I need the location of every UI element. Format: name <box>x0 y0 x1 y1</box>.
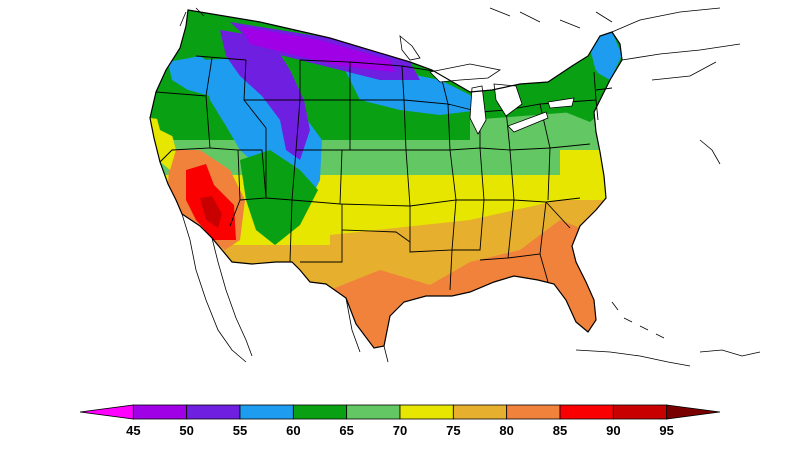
legend-swatch <box>399 404 454 420</box>
mexico-coastline <box>345 297 389 363</box>
legend-tick-label: 75 <box>446 423 460 438</box>
color-legend: 45 50 55 60 65 70 75 80 85 90 95 <box>79 404 721 438</box>
legend-swatch <box>186 404 241 420</box>
us-temperature-map <box>149 7 761 367</box>
legend-tick-label: 60 <box>286 423 300 438</box>
legend-tick-label: 55 <box>233 423 247 438</box>
legend-tick-label: 50 <box>179 423 193 438</box>
legend-swatch <box>612 404 668 420</box>
legend-tick-label: 65 <box>339 423 353 438</box>
legend-swatch <box>132 404 188 420</box>
legend-colorbar <box>79 404 721 420</box>
temp-band-60-new-england <box>588 32 622 80</box>
lake-ontario <box>547 97 575 109</box>
legend-tick-label: 95 <box>659 423 673 438</box>
temp-band-50-northern-plains <box>240 26 395 72</box>
legend-tick-labels: 45 50 55 60 65 70 75 80 85 90 95 <box>126 423 674 438</box>
legend-tick-label: 85 <box>553 423 567 438</box>
hispaniola-outline <box>699 349 761 357</box>
state-boundary-lines <box>155 55 613 291</box>
legend-swatch <box>666 404 721 420</box>
legend-swatch <box>239 404 294 420</box>
legend-swatch <box>506 404 561 420</box>
temp-band-55-mountains <box>220 30 310 160</box>
temp-band-95-desert-core <box>200 196 222 228</box>
lake-winnipeg-outline <box>399 35 421 61</box>
temp-band-75-southeast <box>560 150 612 200</box>
bc-coastline <box>179 7 205 27</box>
legend-swatch <box>559 404 614 420</box>
legend-tick-label: 90 <box>606 423 620 438</box>
legend-swatch <box>452 404 508 420</box>
legend-tick-label: 45 <box>126 423 140 438</box>
lake-superior <box>429 63 502 83</box>
legend-swatch <box>292 404 348 420</box>
legend-swatch <box>346 404 401 420</box>
temp-band-65-northeast <box>540 70 610 122</box>
canada-lakes <box>399 35 421 61</box>
legend-tick-label: 70 <box>393 423 407 438</box>
bahamas-outline <box>611 301 665 339</box>
temp-band-65-pacific-nw <box>150 80 200 140</box>
canada-islands <box>489 7 721 165</box>
baja-coastline <box>181 213 253 363</box>
state-boundaries <box>155 55 613 291</box>
lake-erie <box>507 111 549 133</box>
legend-swatch <box>79 404 134 420</box>
temp-band-65-rockies-lower <box>240 150 318 245</box>
cuba-outline <box>575 349 691 367</box>
lake-michigan <box>469 85 487 135</box>
canada-coastline-east <box>611 7 741 81</box>
legend-tick-label: 80 <box>499 423 513 438</box>
surrounding-coastlines <box>179 7 761 367</box>
temp-band-60-northwest <box>168 56 220 96</box>
